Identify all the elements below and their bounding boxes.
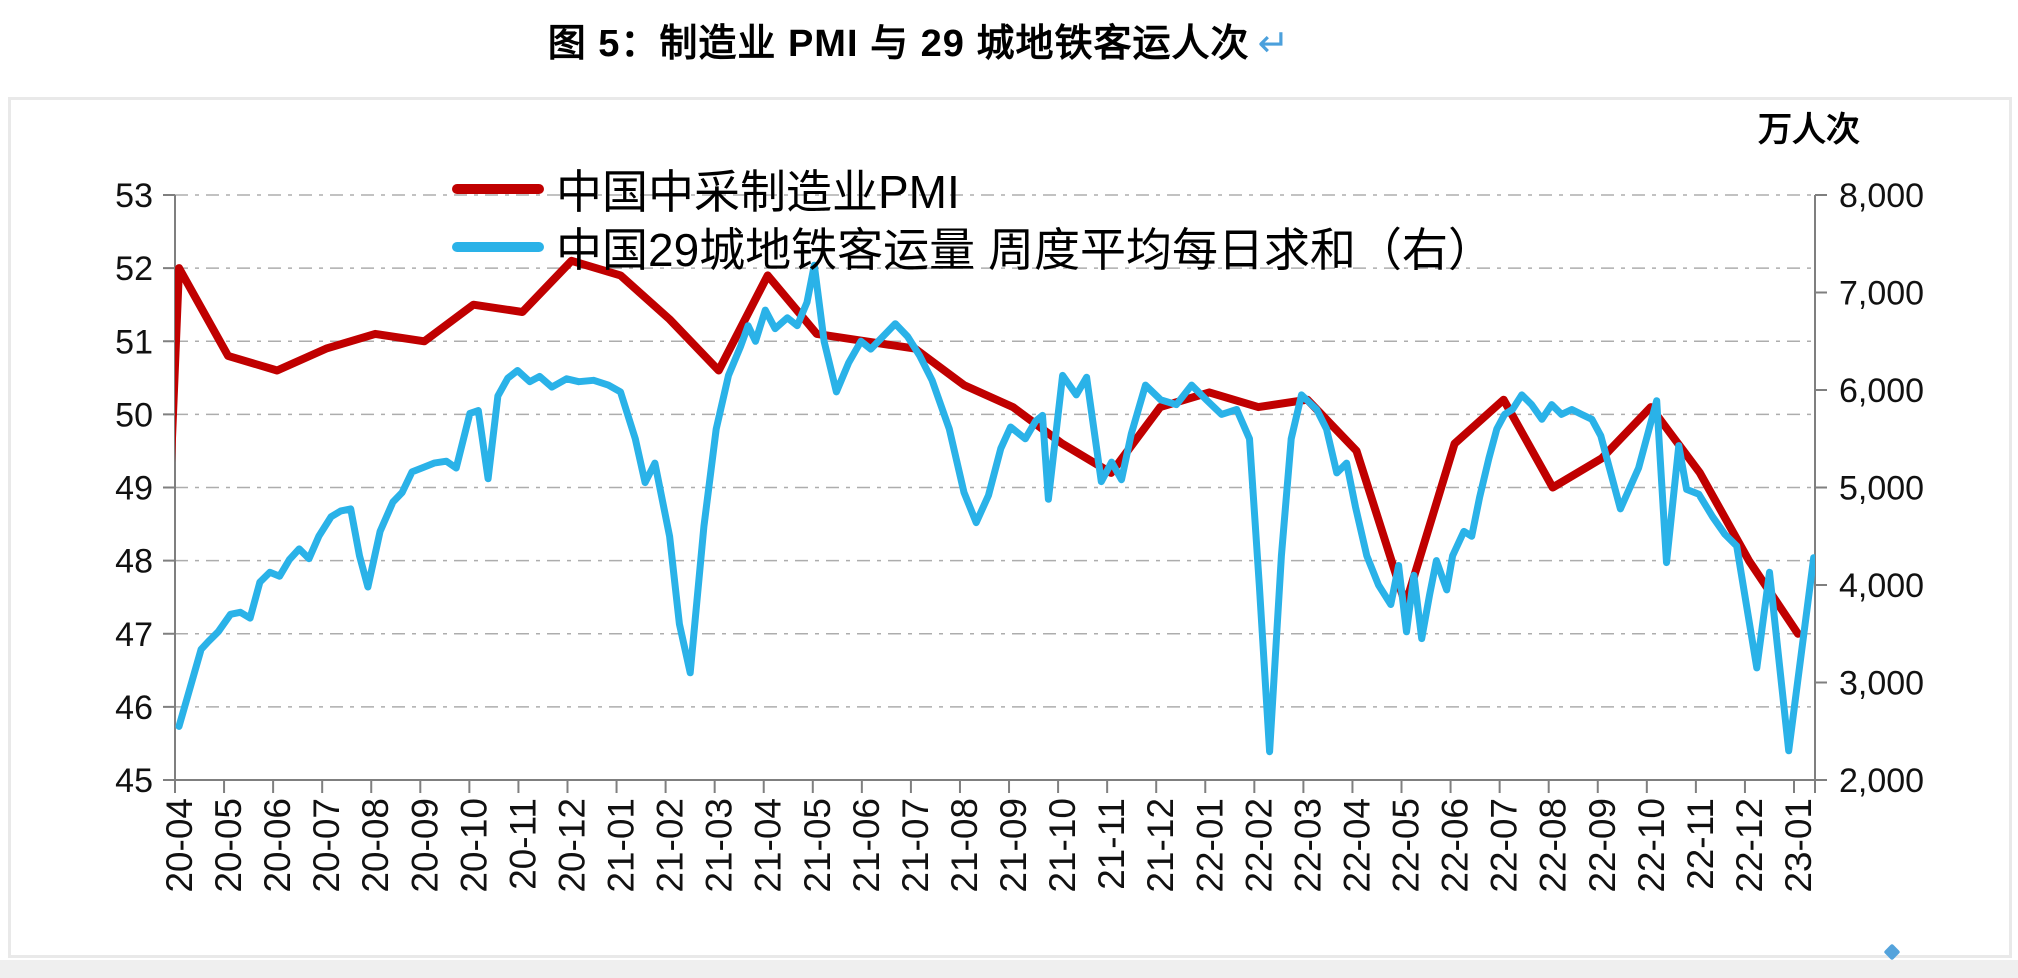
x-axis-tick-label: 22-03 <box>1287 798 1328 893</box>
x-axis-tick-label: 22-10 <box>1631 798 1672 893</box>
x-axis-tick-label: 20-08 <box>355 798 396 893</box>
x-axis-tick-label: 22-02 <box>1238 798 1279 893</box>
x-axis-tick-label: 20-11 <box>502 798 543 890</box>
x-axis-tick-label: 20-09 <box>404 798 445 893</box>
legend-item-pmi: 中国中采制造业PMI <box>452 160 1494 218</box>
subway-line-series <box>175 261 1815 756</box>
left-axis-tick-label: 48 <box>115 543 153 581</box>
x-axis-tick-label: 21-03 <box>699 798 740 893</box>
pmi-line-series <box>175 256 1802 638</box>
right-axis-tick-label: 7,000 <box>1839 275 1924 313</box>
figure-title-text: 图 5：制造业 PMI 与 29 城地铁客运人次 <box>547 23 1250 65</box>
legend-item-subway: 中国29城地铁客运量 周度平均每日求和（右） <box>452 218 1494 276</box>
left-axis-tick-label: 46 <box>115 689 153 727</box>
x-axis-tick-label: 21-07 <box>895 798 936 893</box>
left-axis-tick-label: 51 <box>115 323 153 361</box>
x-axis-tick-label: 21-12 <box>1140 798 1181 893</box>
left-axis-tick-label: 52 <box>115 250 153 288</box>
x-axis-tick-label: 22-09 <box>1582 798 1623 893</box>
right-axis-unit-label: 万人次 <box>1758 111 1860 149</box>
x-axis-tick-label: 20-10 <box>453 798 494 893</box>
x-axis-tick-label: 20-06 <box>257 798 298 893</box>
x-axis-tick-label: 21-11 <box>1091 798 1132 890</box>
right-axis-tick-label: 3,000 <box>1839 665 1924 703</box>
left-axis-tick-label: 53 <box>115 177 153 215</box>
x-axis-tick-label: 22-06 <box>1435 798 1476 893</box>
x-axis-tick-label: 20-05 <box>208 798 249 893</box>
x-axis-tick-label: 20-07 <box>306 798 347 893</box>
page-bottom-edge <box>0 960 2018 978</box>
right-axis-tick-label: 6,000 <box>1839 372 1924 410</box>
right-axis-tick-label: 8,000 <box>1839 177 1924 215</box>
x-axis-tick-label: 20-12 <box>551 798 592 893</box>
x-axis-tick-label: 22-11 <box>1680 798 1721 890</box>
right-axis-tick-label: 4,000 <box>1839 567 1924 605</box>
x-axis-tick-label: 22-07 <box>1484 798 1525 893</box>
pmi-line-swatch <box>452 184 544 194</box>
x-axis-tick-label: 22-05 <box>1386 798 1427 893</box>
x-axis-tick-label: 21-09 <box>993 798 1034 893</box>
x-axis-tick-label: 21-10 <box>1042 798 1083 893</box>
x-axis-tick-label: 20-04 <box>159 798 200 893</box>
legend-label-pmi: 中国中采制造业PMI <box>556 166 960 218</box>
legend-label-subway: 中国29城地铁客运量 周度平均每日求和（右） <box>556 224 1494 276</box>
right-axis-tick-label: 2,000 <box>1839 762 1924 800</box>
paragraph-mark-icon: ↵ <box>1257 23 1291 65</box>
x-axis-tick-label: 22-01 <box>1189 798 1230 893</box>
x-axis-tick-label: 21-08 <box>944 798 985 893</box>
subway-line-swatch <box>452 242 544 252</box>
x-axis-tick-label: 21-06 <box>846 798 887 893</box>
left-axis-tick-label: 47 <box>115 616 153 654</box>
figure-title: 图 5：制造业 PMI 与 29 城地铁客运人次 ↵ <box>0 12 1838 67</box>
x-axis-tick-label: 23-01 <box>1778 798 1819 893</box>
chart-frame <box>8 97 2012 958</box>
left-axis-tick-label: 45 <box>115 762 153 800</box>
x-axis-tick-label: 22-12 <box>1729 798 1770 893</box>
left-axis-tick-label: 49 <box>115 470 153 508</box>
x-axis-tick-label: 22-04 <box>1336 798 1377 893</box>
x-axis-tick-label: 21-02 <box>650 798 691 893</box>
x-axis-tick-label: 21-01 <box>601 798 642 893</box>
left-axis-tick-label: 50 <box>115 396 153 434</box>
chart-legend: 中国中采制造业PMI 中国29城地铁客运量 周度平均每日求和（右） <box>452 160 1494 276</box>
right-axis-tick-label: 5,000 <box>1839 470 1924 508</box>
x-axis-tick-label: 22-08 <box>1533 798 1574 893</box>
x-axis-tick-label: 21-05 <box>797 798 838 893</box>
x-axis-tick-label: 21-04 <box>748 798 789 893</box>
